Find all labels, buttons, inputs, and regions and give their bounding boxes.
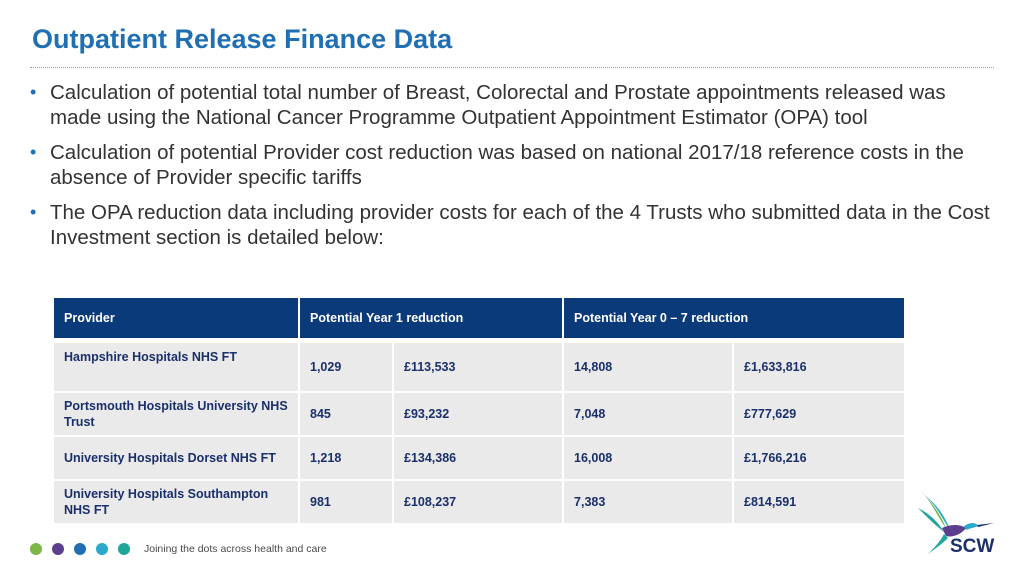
table-header-row: Provider Potential Year 1 reduction Pote… — [54, 298, 905, 338]
bullet-text: Calculation of potential total number of… — [50, 81, 946, 129]
year1-appointments-cell: 981 — [300, 479, 394, 523]
footer-dot-icon — [118, 543, 130, 555]
year0-7-cost-cell: £777,629 — [734, 391, 905, 435]
year1-appointments-cell: 1,218 — [300, 435, 394, 479]
footer-dot-icon — [52, 543, 64, 555]
hummingbird-logo-icon — [918, 490, 994, 554]
page-title: Outpatient Release Finance Data — [32, 24, 453, 54]
year0-7-appointments-cell: 16,008 — [564, 435, 735, 479]
year0-7-cost-cell: £1,766,216 — [734, 435, 905, 479]
year1-appointments-cell: 1,029 — [300, 338, 394, 391]
header-provider: Provider — [54, 298, 300, 338]
table-row: University Hospitals Southampton NHS FT … — [54, 479, 905, 523]
logo-text: SCW — [950, 536, 995, 557]
bullet-icon: • — [30, 202, 37, 222]
year1-cost-cell: £134,386 — [394, 435, 565, 479]
provider-cell: Portsmouth Hospitals University NHS Trus… — [54, 391, 300, 435]
bullet-icon: • — [30, 142, 37, 162]
bullet-icon: • — [30, 82, 37, 102]
year1-cost-cell: £93,232 — [394, 391, 565, 435]
footer-dot-icon — [30, 543, 42, 555]
bullet-item: • Calculation of potential total number … — [30, 80, 990, 130]
year0-7-cost-cell: £1,633,816 — [734, 338, 905, 391]
footer-dot-icon — [74, 543, 86, 555]
header-year1: Potential Year 1 reduction — [300, 298, 565, 338]
year0-7-cost-cell: £814,591 — [734, 479, 905, 523]
year0-7-appointments-cell: 7,383 — [564, 479, 735, 523]
footer-tagline: Joining the dots across health and care — [144, 543, 327, 555]
provider-cell: University Hospitals Dorset NHS FT — [54, 435, 300, 479]
table-row: Hampshire Hospitals NHS FT 1,029 £113,53… — [54, 338, 905, 391]
bullet-text: The OPA reduction data including provide… — [50, 201, 990, 249]
table-row: University Hospitals Dorset NHS FT 1,218… — [54, 435, 905, 479]
provider-cell: University Hospitals Southampton NHS FT — [54, 479, 300, 523]
header-year0-7: Potential Year 0 – 7 reduction — [564, 298, 905, 338]
bullet-item: • Calculation of potential Provider cost… — [30, 140, 990, 190]
year1-appointments-cell: 845 — [300, 391, 394, 435]
year1-cost-cell: £113,533 — [394, 338, 565, 391]
title-divider — [30, 67, 994, 68]
bullet-text: Calculation of potential Provider cost r… — [50, 141, 964, 189]
year0-7-appointments-cell: 14,808 — [564, 338, 735, 391]
footer: Joining the dots across health and care — [30, 543, 327, 555]
provider-cell: Hampshire Hospitals NHS FT — [54, 338, 300, 391]
year0-7-appointments-cell: 7,048 — [564, 391, 735, 435]
table-row: Portsmouth Hospitals University NHS Trus… — [54, 391, 905, 435]
year1-cost-cell: £108,237 — [394, 479, 565, 523]
finance-table: Provider Potential Year 1 reduction Pote… — [54, 298, 905, 523]
bullet-list: • Calculation of potential total number … — [30, 80, 990, 260]
footer-dot-icon — [96, 543, 108, 555]
bullet-item: • The OPA reduction data including provi… — [30, 200, 990, 250]
